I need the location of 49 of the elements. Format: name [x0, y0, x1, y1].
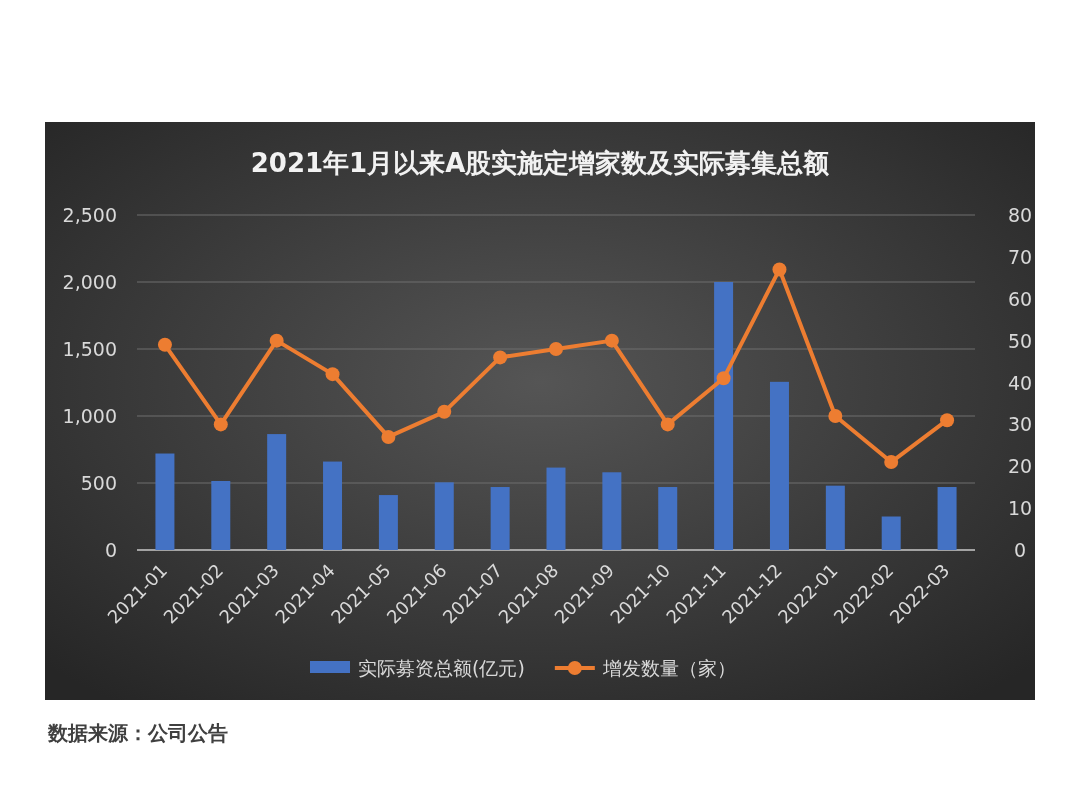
bar [825, 485, 845, 550]
point [437, 404, 452, 419]
point [772, 262, 787, 277]
point [493, 350, 508, 365]
bar [658, 487, 678, 550]
bar [490, 487, 510, 550]
chart-title: 2021年1月以来A股实施定增家数及实际募集总额 [250, 148, 831, 178]
y2-tick-label: 0 [1013, 539, 1027, 561]
point [381, 429, 396, 444]
y2-tick-label: 20 [1007, 455, 1033, 478]
y-tick-label: 1,500 [62, 338, 117, 360]
point [325, 367, 340, 382]
bar [769, 381, 789, 550]
point [828, 409, 843, 423]
y-tick-label: 500 [80, 472, 117, 494]
bar [211, 480, 231, 550]
y-tick-label: 2,000 [62, 271, 117, 293]
point [269, 333, 284, 348]
bar [714, 282, 734, 550]
bar [602, 472, 622, 550]
legend-label: 增发数量（家） [601, 657, 736, 679]
y-tick-label: 0 [104, 539, 117, 561]
bar [378, 495, 398, 550]
point [716, 371, 731, 386]
bar [323, 461, 343, 550]
bar [546, 467, 566, 550]
y2-tick-label: 50 [1007, 329, 1033, 352]
bar [155, 453, 175, 550]
bar [267, 434, 287, 550]
y2-tick-label: 80 [1007, 204, 1033, 226]
source-note: 数据来源：公司公告 [47, 721, 228, 745]
point [660, 417, 675, 432]
y2-tick-label: 40 [1007, 371, 1033, 394]
point [213, 417, 228, 432]
point [940, 413, 955, 428]
bar [937, 487, 957, 550]
y-tick-label: 1,000 [62, 405, 117, 427]
y2-tick-label: 60 [1007, 287, 1033, 310]
y-tick-label: 2,500 [62, 204, 117, 226]
y2-tick-label: 30 [1007, 413, 1033, 436]
y2-tick-label: 70 [1007, 245, 1033, 268]
point [549, 342, 563, 356]
bar [434, 482, 454, 550]
point [604, 333, 619, 348]
point [157, 337, 172, 352]
y2-tick-label: 10 [1007, 497, 1033, 520]
bar [881, 516, 901, 550]
legend-label: 实际募资总额(亿元) [358, 657, 525, 679]
point [884, 455, 899, 470]
